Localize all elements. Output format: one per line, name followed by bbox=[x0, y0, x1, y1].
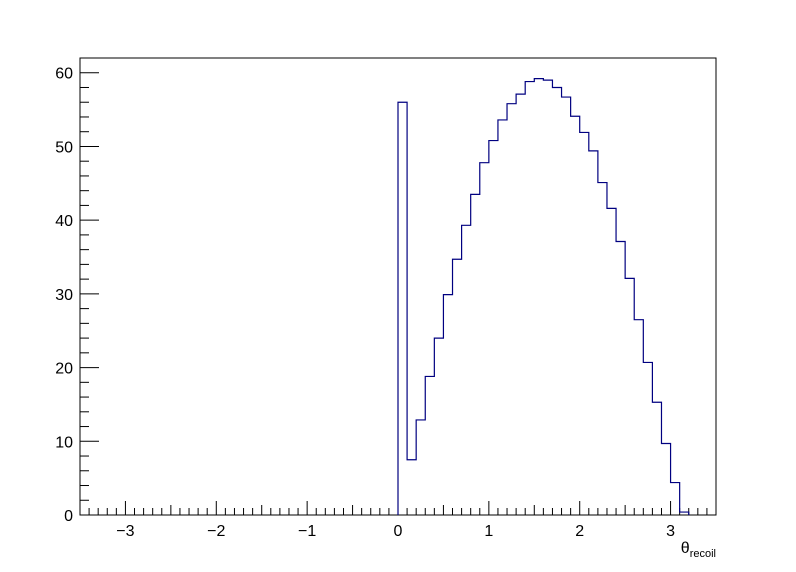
y-tick-label: 20 bbox=[55, 361, 73, 378]
x-axis-title-main: θ bbox=[681, 540, 690, 557]
y-tick-label: 40 bbox=[55, 213, 73, 230]
histogram-series bbox=[397, 78, 690, 515]
x-tick-label: −2 bbox=[207, 523, 225, 540]
x-tick-label: 3 bbox=[666, 523, 675, 540]
y-axis-tick-labels: 0 10 20 30 40 50 60 bbox=[55, 66, 73, 525]
y-tick-label: 50 bbox=[55, 139, 73, 156]
y-tick-label: 0 bbox=[64, 508, 73, 525]
y-tick-label: 30 bbox=[55, 287, 73, 304]
x-tick-label: 1 bbox=[484, 523, 493, 540]
x-axis-tick-labels: −3 −2 −1 0 1 2 3 bbox=[116, 523, 675, 540]
y-tick-label: 60 bbox=[55, 66, 73, 83]
x-axis-title: θrecoil bbox=[681, 540, 716, 560]
x-tick-label: −1 bbox=[298, 523, 316, 540]
x-tick-label: 2 bbox=[575, 523, 584, 540]
y-tick-label: 10 bbox=[55, 434, 73, 451]
x-tick-label: −3 bbox=[116, 523, 134, 540]
x-tick-label: 0 bbox=[394, 523, 403, 540]
x-axis-title-subscript: recoil bbox=[690, 548, 716, 560]
y-axis-ticks bbox=[80, 57, 99, 516]
